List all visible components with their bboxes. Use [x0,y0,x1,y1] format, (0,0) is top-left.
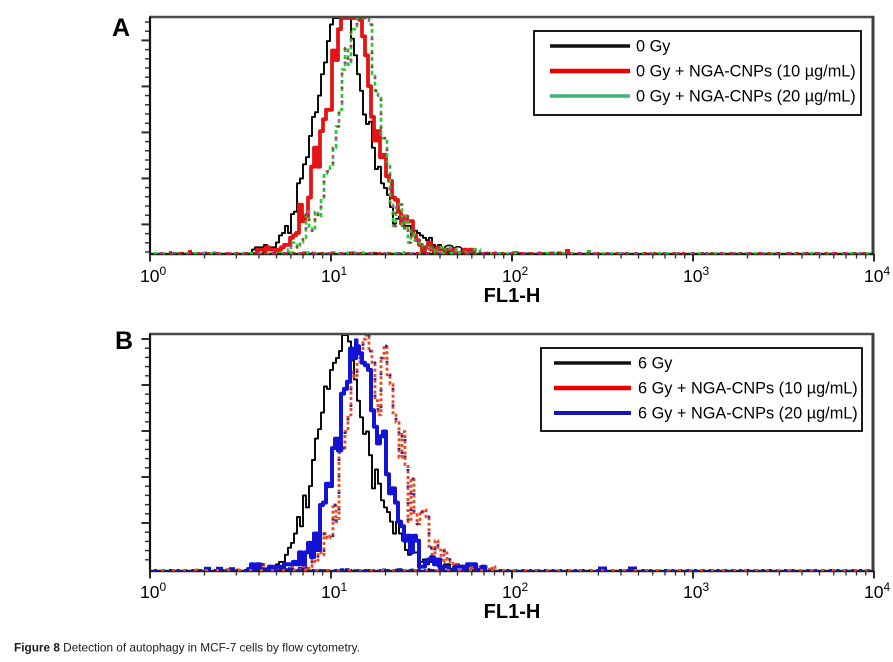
svg-text:6 Gy: 6 Gy [638,355,673,373]
svg-text:B: B [115,327,133,355]
svg-text:A: A [112,14,130,42]
svg-text:0 Gy: 0 Gy [636,38,671,56]
svg-text:FL1-H: FL1-H [484,285,541,307]
svg-text:Figure 8 Detection of autophag: Figure 8 Detection of autophagy in MCF-7… [14,641,360,655]
svg-text:0 Gy + NGA-CNPs (10 µg/mL): 0 Gy + NGA-CNPs (10 µg/mL) [636,63,856,81]
svg-text:0 Gy + NGA-CNPs (20 µg/mL): 0 Gy + NGA-CNPs (20 µg/mL) [636,88,856,106]
svg-text:6 Gy + NGA-CNPs (10 µg/mL): 6 Gy + NGA-CNPs (10 µg/mL) [638,380,858,398]
svg-text:6 Gy + NGA-CNPs (20 µg/mL): 6 Gy + NGA-CNPs (20 µg/mL) [638,405,858,423]
svg-text:FL1-H: FL1-H [484,601,541,623]
